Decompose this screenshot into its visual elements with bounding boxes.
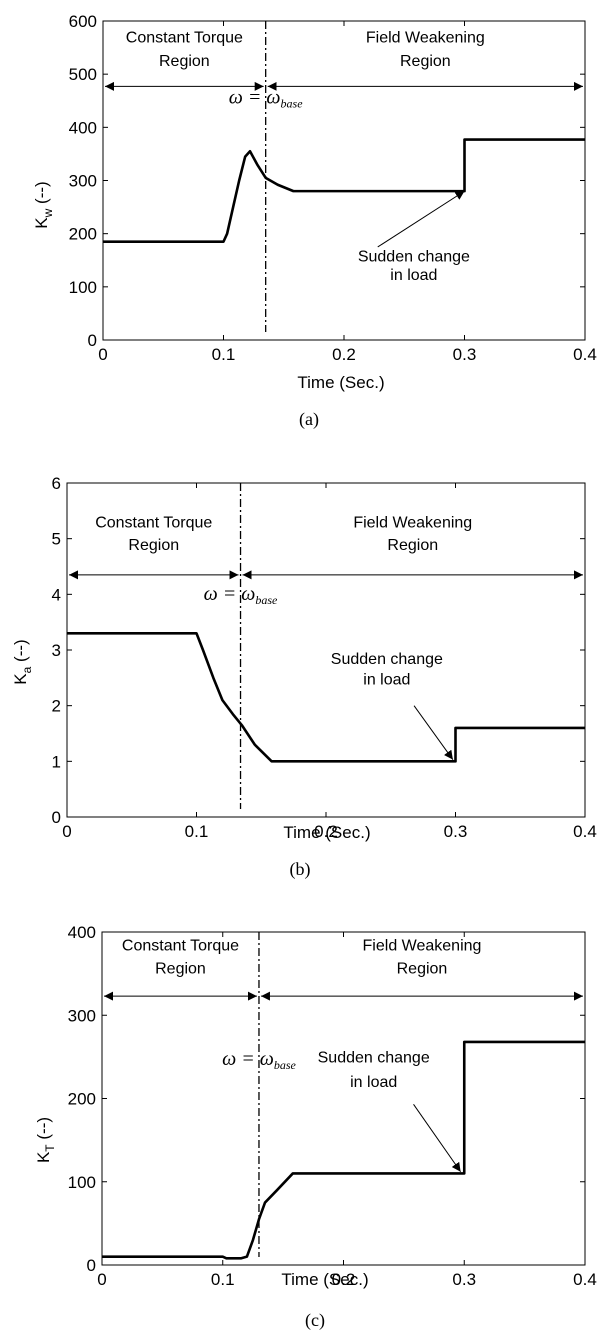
panel-b: 0 0.1 0.2 0.3 0.4 0 1 2 3 4 5 6 Constant Torque Regio… bbox=[11, 474, 597, 880]
panel-a-ytick-label: 100 bbox=[69, 278, 97, 297]
panel-c-annotation-text-2: in load bbox=[350, 1074, 397, 1091]
panel-c-marks: 0 0.1 0.2 0.3 0.4 0 100 200 300 400 Constant Torqu… bbox=[68, 923, 597, 1289]
panel-b-plot-frame bbox=[66, 482, 586, 818]
panel-b-labels: Time (Sec.) Ka (--) (b) bbox=[11, 639, 371, 880]
panel-a-xlabel: Time (Sec.) bbox=[297, 373, 384, 392]
panel-c-field-weakening-label: Field Weakening bbox=[363, 937, 482, 954]
panel-c-ylabel: KT (--) bbox=[34, 1117, 57, 1163]
panel-a-omega-base-label: ω = ωbase bbox=[229, 86, 303, 110]
panel-b-ylabel: Ka (--) bbox=[11, 639, 34, 684]
panel-a-ylabel: Kw (--) bbox=[32, 181, 55, 228]
panel-a-constant-torque-label: Constant Torque bbox=[126, 29, 243, 46]
panel-c-plot-frame bbox=[101, 931, 586, 1266]
panel-a-ytick-label: 600 bbox=[69, 12, 97, 31]
panel-c-caption: (c) bbox=[305, 1310, 325, 1331]
panel-a-labels: Time (Sec.) Kw (--) (a) bbox=[32, 181, 385, 430]
panel-c-field-weakening-label-2: Region bbox=[397, 961, 448, 978]
panel-c-xtick-label: 0.4 bbox=[573, 1270, 597, 1289]
panel-a-ytick-label: 500 bbox=[69, 65, 97, 84]
panel-a-constant-torque-label-2: Region bbox=[159, 53, 210, 70]
panel-c-ytick-label: 200 bbox=[68, 1090, 96, 1109]
panel-b-ytick-label: 6 bbox=[52, 474, 61, 493]
panel-b-marks: 0 0.1 0.2 0.3 0.4 0 1 2 3 4 5 6 Constant Torque Regio… bbox=[52, 474, 597, 841]
panel-c-data-line bbox=[102, 1040, 585, 1260]
panel-c-xtick-label: 0.3 bbox=[452, 1270, 476, 1289]
panel-a-xtick-label: 0.1 bbox=[212, 345, 236, 364]
panel-a-field-weakening-label: Field Weakening bbox=[366, 29, 485, 46]
panel-b-annotation-text: Sudden change bbox=[331, 651, 443, 668]
panel-b-ytick-label: 2 bbox=[52, 697, 61, 716]
panel-a: 0 0.1 0.2 0.3 0.4 0 100 200 300 400 500 600 Constant… bbox=[32, 12, 597, 430]
panel-c-annotation-text: Sudden change bbox=[318, 1050, 430, 1067]
panel-a-ytick-label: 300 bbox=[69, 172, 97, 191]
panel-b-ytick-label: 1 bbox=[52, 752, 61, 771]
panel-a-ytick-label: 0 bbox=[88, 331, 97, 350]
panel-c-constant-torque-label-2: Region bbox=[155, 961, 206, 978]
panel-a-xtick-label: 0.3 bbox=[453, 345, 477, 364]
panel-a-annotation-arrow bbox=[377, 190, 465, 248]
panel-a-data-line bbox=[103, 138, 585, 243]
panel-c-xtick-label: 0 bbox=[97, 1270, 106, 1289]
panel-b-field-weakening-label: Field Weakening bbox=[353, 515, 472, 532]
panel-a-field-weakening-label-2: Region bbox=[400, 53, 451, 70]
panel-a-marks: 0 0.1 0.2 0.3 0.4 0 100 200 300 400 500 600 Constant… bbox=[69, 12, 597, 364]
panel-b-ytick-label: 4 bbox=[52, 585, 61, 604]
panel-c-ytick-label: 100 bbox=[68, 1173, 96, 1192]
panel-b-constant-torque-label: Constant Torque bbox=[95, 515, 212, 532]
panel-c-ytick-label: 400 bbox=[68, 923, 96, 942]
panel-a-xtick-label: 0.2 bbox=[332, 345, 356, 364]
panel-c-omega-base-label: ω = ωbase bbox=[222, 1048, 296, 1072]
panel-a-annotation-text: Sudden change bbox=[358, 248, 470, 265]
panel-c-annotation-arrow bbox=[413, 1104, 462, 1173]
panel-b-xtick-label: 0.1 bbox=[185, 822, 209, 841]
panel-c-labels: Time (Sec.) KT (--) (c) bbox=[34, 1117, 369, 1331]
panel-a-annotation-text-2: in load bbox=[390, 267, 437, 284]
panel-c-xtick-label: 0.1 bbox=[211, 1270, 235, 1289]
panel-c-constant-torque-label: Constant Torque bbox=[122, 937, 239, 954]
panel-c: 0 0.1 0.2 0.3 0.4 0 100 200 300 400 Constant Torqu… bbox=[34, 923, 597, 1331]
panel-b-field-weakening-label-2: Region bbox=[387, 537, 438, 554]
panel-b-xtick-label: 0.4 bbox=[573, 822, 597, 841]
panel-a-ytick-label: 400 bbox=[69, 118, 97, 137]
panel-b-ytick-label: 0 bbox=[52, 808, 61, 827]
panel-b-xtick-label: 0.3 bbox=[444, 822, 468, 841]
panel-b-constant-torque-label-2: Region bbox=[128, 537, 179, 554]
panel-b-caption: (b) bbox=[290, 859, 311, 880]
panel-c-xlabel: Time (Sec.) bbox=[281, 1270, 368, 1289]
panel-b-xtick-label: 0.2 bbox=[314, 822, 338, 841]
panel-b-omega-base-label: ω = ωbase bbox=[204, 583, 278, 607]
panel-a-xtick-label: 0.4 bbox=[573, 345, 597, 364]
panel-a-caption: (a) bbox=[299, 409, 319, 430]
panel-b-ytick-label: 3 bbox=[52, 641, 61, 660]
panel-c-ytick-label: 300 bbox=[68, 1006, 96, 1025]
panel-b-ytick-label: 5 bbox=[52, 530, 61, 549]
panel-b-xtick-label: 0 bbox=[62, 822, 71, 841]
panel-a-ytick-label: 200 bbox=[69, 225, 97, 244]
panel-b-annotation-arrow bbox=[413, 705, 454, 760]
panel-b-annotation-text-2: in load bbox=[363, 672, 410, 689]
panel-c-xtick-label: 0.2 bbox=[332, 1270, 356, 1289]
panel-c-ytick-label: 0 bbox=[87, 1256, 96, 1275]
panel-a-xtick-label: 0 bbox=[98, 345, 107, 364]
panel-b-data-line bbox=[67, 631, 585, 763]
panel-b-xlabel: Time (Sec.) bbox=[283, 823, 370, 842]
